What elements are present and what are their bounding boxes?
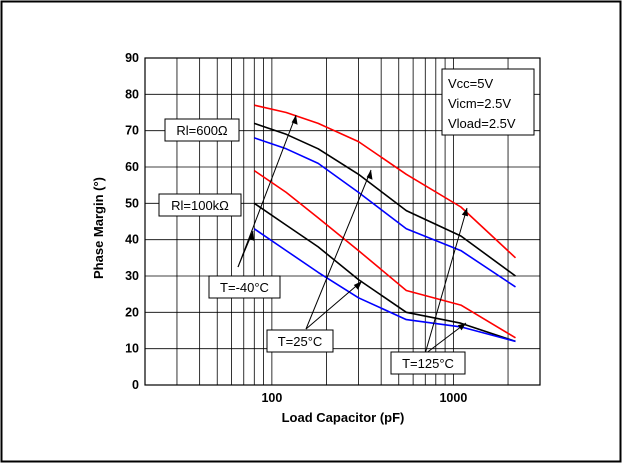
series-line-3 — [254, 137, 516, 288]
y-tick-label: 80 — [125, 87, 139, 101]
plot-border — [144, 57, 541, 386]
label-rl-600-frame — [164, 118, 240, 142]
y-tick-label: 20 — [125, 305, 139, 319]
annotation-arrows — [237, 114, 468, 355]
y-tick-label: 30 — [125, 269, 139, 283]
arrow-cold-upper — [237, 114, 297, 268]
series-lines — [253, 104, 517, 343]
label-temp-room-text: T=25°C — [278, 334, 323, 349]
label-rl-100k: Rl=100kΩ — [158, 193, 242, 217]
y-tick-label: 90 — [125, 51, 139, 65]
arrowhead-hot-lower — [457, 323, 466, 331]
arrowhead-hot-upper — [461, 208, 468, 217]
arrow-hot-upper — [424, 207, 468, 355]
arrow-hot-lower — [424, 322, 467, 355]
condition-vcc: Vcc=5V — [448, 76, 493, 91]
tick-labels: 0 10 20 30 40 50 60 70 80 90 100 1000 — [125, 51, 467, 405]
condition-vicm: Vicm=2.5V — [448, 96, 511, 111]
label-temp-hot-text: T=125°C — [402, 356, 454, 371]
arrowhead-room-lower — [353, 281, 362, 290]
label-temp-hot: T=125°C — [390, 351, 466, 375]
x-tick-label: 100 — [261, 391, 282, 405]
series-line-5 — [253, 202, 516, 343]
series-line-4 — [253, 169, 516, 339]
y-tick-label: 40 — [125, 233, 139, 247]
label-rl-600-text: Rl=600Ω — [176, 123, 228, 138]
condition-vload: Vload=2.5V — [448, 116, 516, 131]
label-temp-cold-text: T=-40°C — [220, 280, 269, 295]
label-rl-100k-frame — [158, 193, 242, 217]
conditions-box: Vcc=5V Vicm=2.5V Vload=2.5V — [441, 68, 535, 136]
label-temp-hot-frame — [390, 351, 466, 375]
label-temp-room-frame — [266, 329, 334, 353]
arrowhead-room-upper — [366, 170, 373, 180]
arrow-room-lower — [305, 280, 363, 330]
y-tick-label: 60 — [125, 160, 139, 174]
conditions-box-frame — [441, 68, 535, 136]
y-tick-label: 10 — [125, 342, 139, 356]
series-line-1 — [254, 104, 517, 259]
label-temp-room: T=25°C — [266, 329, 334, 353]
arrowhead-cold-upper — [291, 115, 298, 125]
x-axis-label: Load Capacitor (pF) — [282, 410, 405, 425]
y-axis-label: Phase Margin (°) — [91, 177, 106, 279]
label-temp-cold-frame — [208, 275, 281, 299]
label-temp-cold: T=-40°C — [208, 275, 281, 299]
label-rl-100k-text: Rl=100kΩ — [171, 198, 229, 213]
arrow-room-upper — [305, 169, 372, 330]
y-tick-label: 0 — [132, 378, 139, 392]
series-line-2 — [254, 122, 516, 277]
y-tick-label: 50 — [125, 196, 139, 210]
arrowhead-cold-lower — [248, 231, 255, 241]
label-rl-600: Rl=600Ω — [164, 118, 240, 142]
x-tick-label: 1000 — [439, 391, 467, 405]
y-tick-label: 70 — [125, 124, 139, 138]
